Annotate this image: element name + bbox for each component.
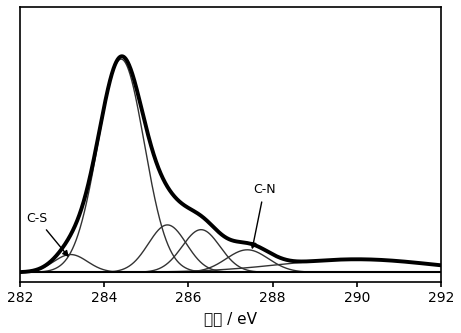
X-axis label: 键能 / eV: 键能 / eV: [204, 311, 257, 326]
Text: C-N: C-N: [251, 183, 276, 248]
Text: C-S: C-S: [26, 212, 68, 256]
